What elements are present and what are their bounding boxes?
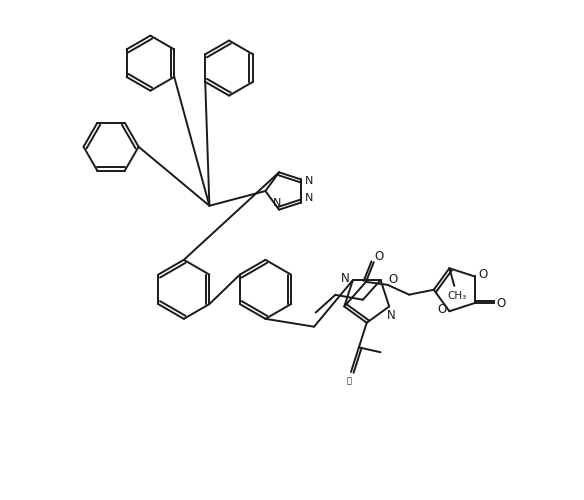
Text: O: O (478, 268, 487, 281)
Text: ⟋: ⟋ (346, 376, 352, 386)
Text: N: N (273, 198, 281, 208)
Text: N: N (387, 309, 395, 322)
Text: N: N (305, 176, 313, 186)
Text: CH₃: CH₃ (448, 291, 467, 301)
Text: O: O (389, 274, 398, 286)
Text: O: O (496, 296, 506, 310)
Text: O: O (374, 250, 383, 263)
Text: N: N (340, 272, 349, 284)
Text: O: O (437, 303, 446, 316)
Text: N: N (305, 192, 313, 202)
